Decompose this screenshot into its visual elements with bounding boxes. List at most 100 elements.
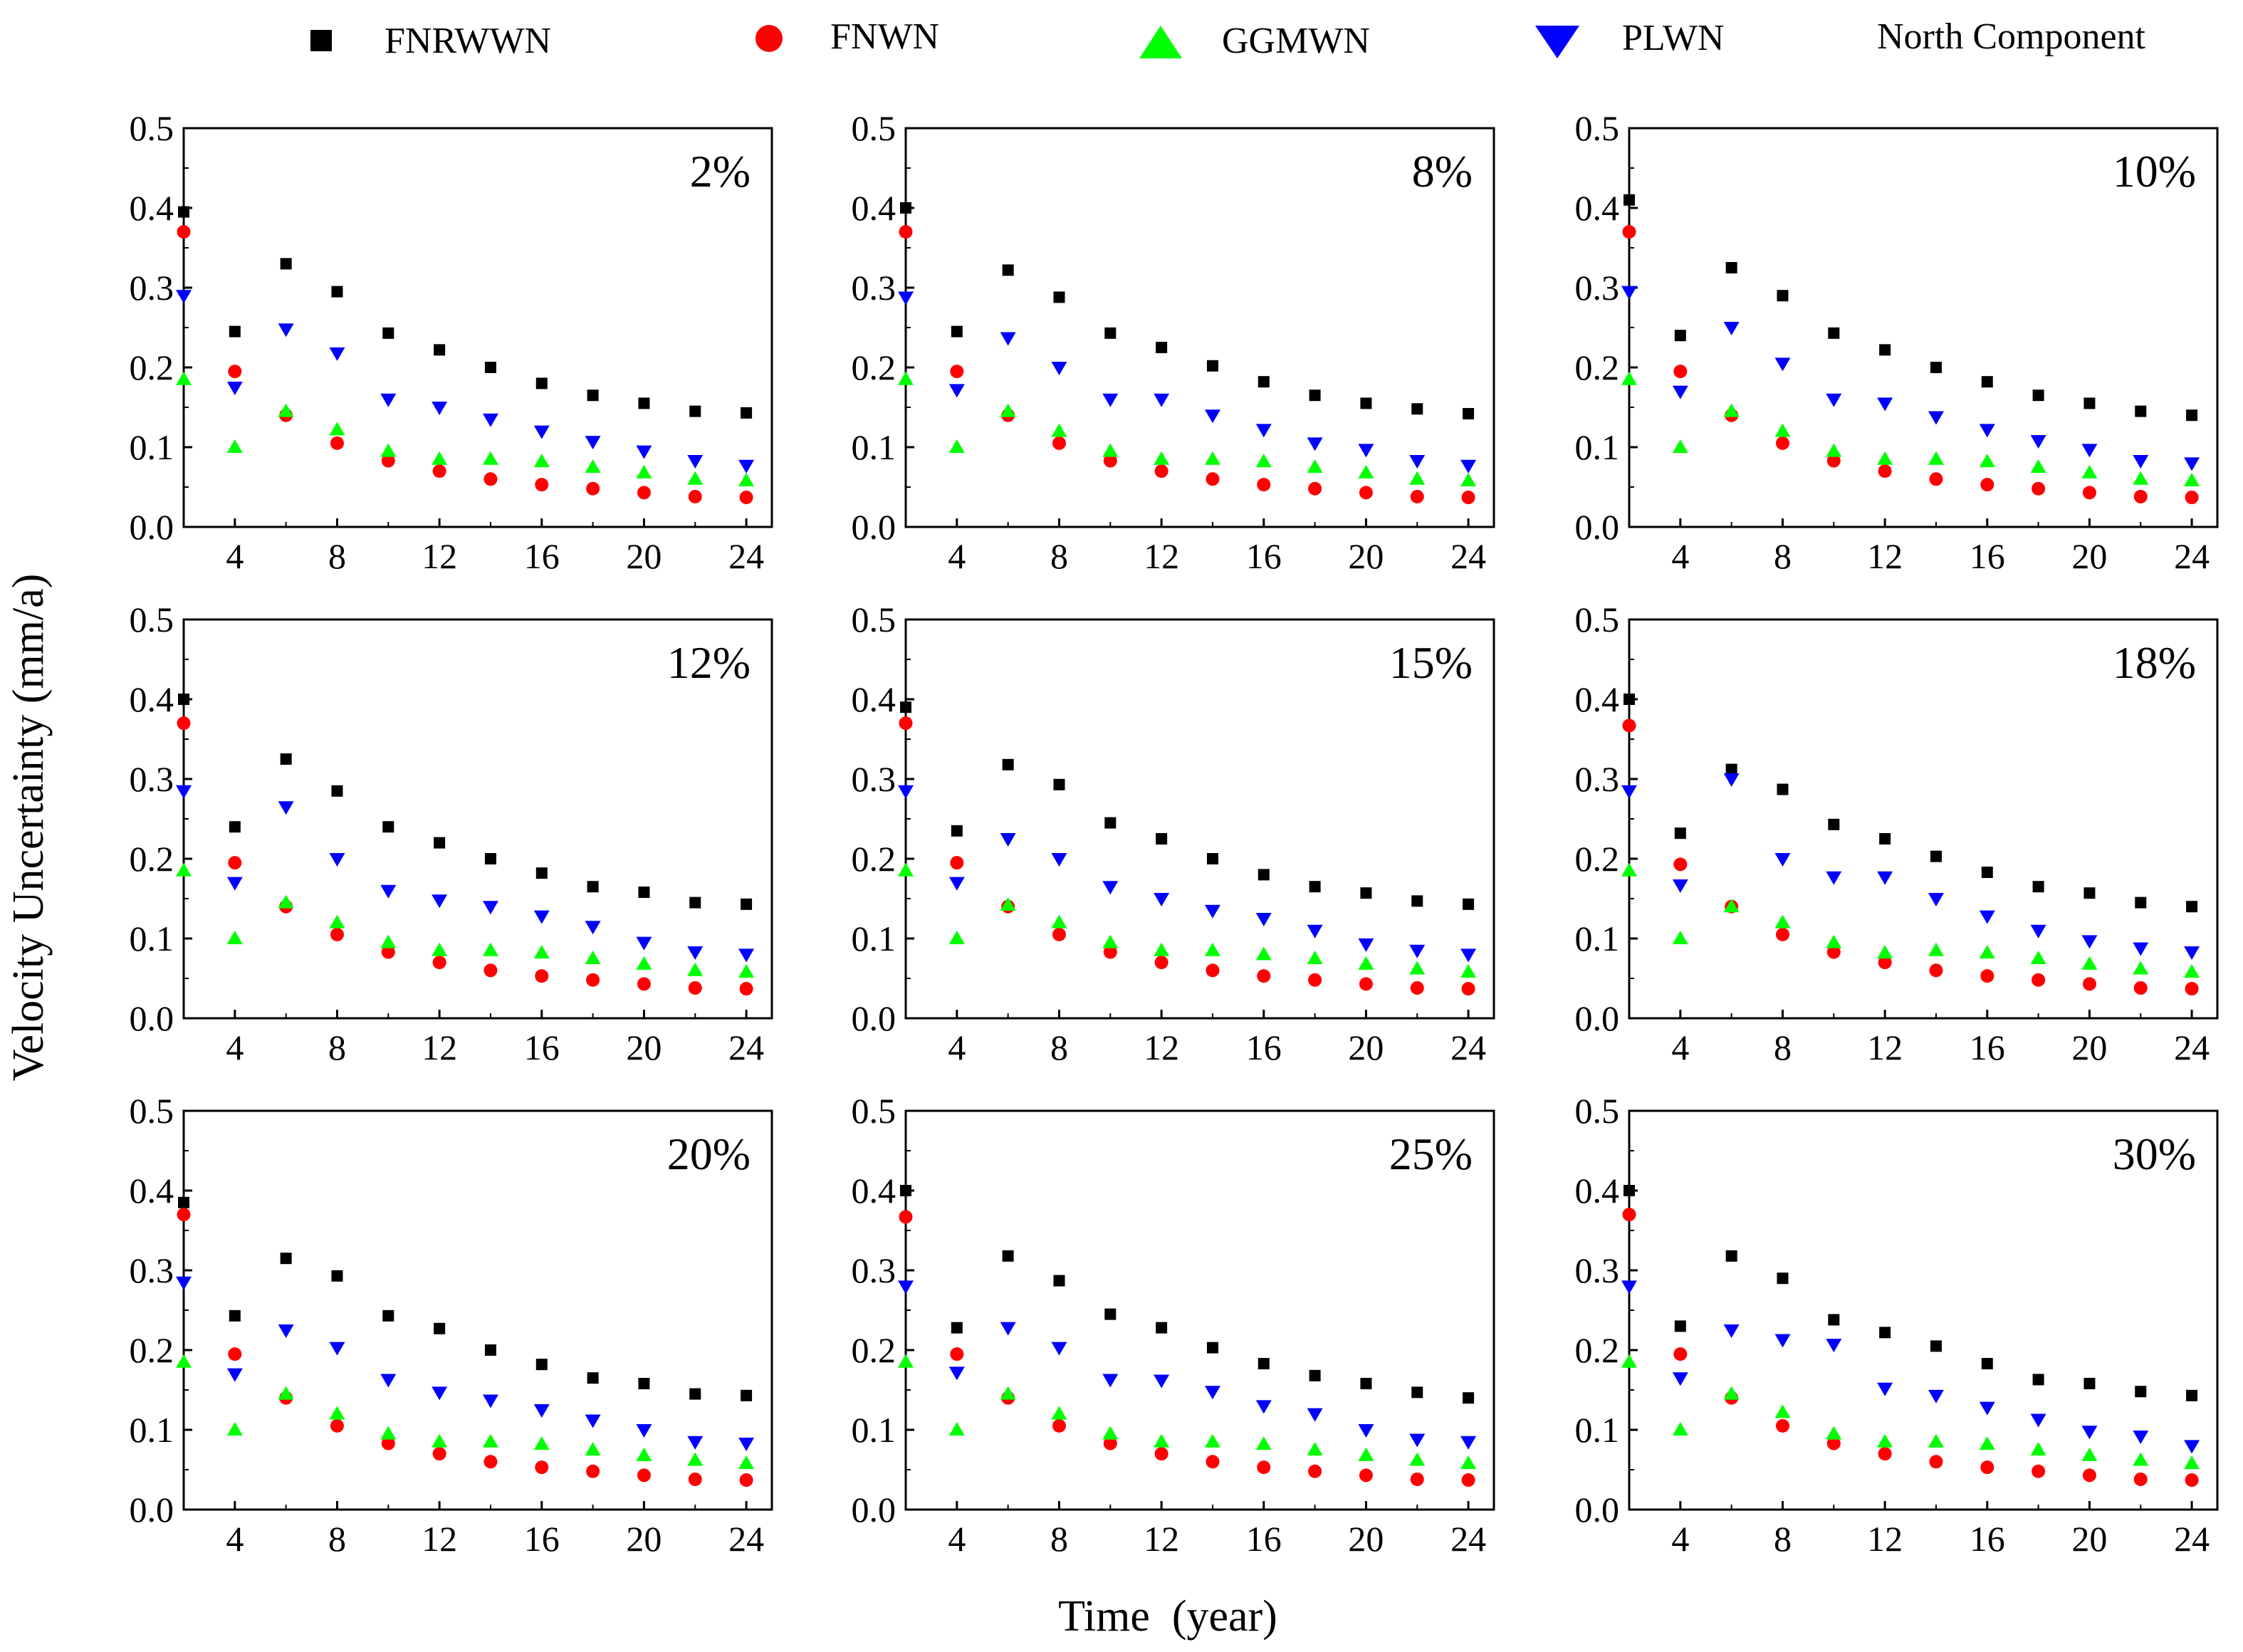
- y-tick-label: 0.2: [852, 839, 896, 879]
- y-tick-label: 0.0: [1575, 1490, 1620, 1530]
- x-tick-label: 24: [2174, 536, 2210, 576]
- x-tick-label: 24: [2174, 1028, 2210, 1067]
- data-point-fnwn: [2032, 481, 2046, 496]
- data-point-ggmwn: [329, 914, 345, 929]
- data-point-fnwn: [177, 1208, 191, 1222]
- data-point-ggmwn: [2081, 1447, 2098, 1461]
- data-point-ggmwn: [432, 1433, 448, 1448]
- data-point-fnrwwn: [951, 1322, 963, 1334]
- x-tick-label: 4: [1671, 536, 1689, 576]
- data-point-fnrwwn: [1463, 898, 1475, 910]
- data-point-ggmwn: [2081, 464, 2098, 479]
- data-point-fnwn: [1622, 225, 1636, 239]
- data-point-ggmwn: [687, 962, 704, 976]
- data-point-fnrwwn: [434, 1322, 446, 1334]
- data-point-fnrwwn: [1981, 867, 1993, 879]
- x-tick-label: 4: [226, 536, 244, 576]
- data-point-fnwn: [483, 1455, 498, 1469]
- data-point-fnrwwn: [1411, 1386, 1423, 1399]
- data-point-plwn: [687, 1436, 704, 1450]
- data-point-plwn: [176, 290, 192, 304]
- data-point-fnrwwn: [535, 377, 548, 390]
- data-point-plwn: [1102, 1374, 1119, 1388]
- data-point-fnrwwn: [1463, 1392, 1475, 1404]
- x-tick-label: 20: [2071, 1519, 2107, 1559]
- panel-label: 15%: [1389, 637, 1473, 688]
- data-point-fnrwwn: [2186, 409, 2198, 422]
- data-point-fnwn: [1929, 472, 1943, 486]
- data-point-plwn: [1255, 913, 1272, 926]
- data-point-plwn: [2133, 942, 2149, 956]
- y-tick-label: 0.2: [130, 1330, 174, 1370]
- data-point-plwn: [1928, 893, 1944, 906]
- data-point-ggmwn: [1723, 1386, 1740, 1400]
- x-tick-label: 4: [226, 1519, 244, 1559]
- data-point-fnwn: [1461, 982, 1475, 996]
- data-point-ggmwn: [2081, 956, 2098, 970]
- data-point-fnrwwn: [178, 1196, 189, 1208]
- data-point-ggmwn: [1774, 914, 1791, 929]
- x-axis-title: Time (year): [1058, 1592, 1277, 1641]
- data-point-plwn: [1000, 833, 1016, 847]
- x-tick-label: 20: [2071, 536, 2107, 576]
- data-point-fnwn: [1980, 1460, 1994, 1475]
- data-point-ggmwn: [585, 1442, 601, 1455]
- data-point-fnwn: [1206, 472, 1220, 486]
- data-point-fnwn: [1052, 927, 1066, 941]
- x-tick-label: 8: [1774, 1028, 1792, 1067]
- data-point-ggmwn: [278, 894, 294, 909]
- x-tick-label: 12: [1144, 1519, 1179, 1559]
- x-tick-label: 8: [328, 1519, 346, 1559]
- data-point-fnwn: [950, 1347, 964, 1361]
- data-point-fnrwwn: [2083, 1378, 2096, 1390]
- data-point-fnrwwn: [331, 286, 343, 298]
- data-point-fnrwwn: [587, 1372, 599, 1384]
- data-point-plwn: [482, 1394, 498, 1408]
- panel-8-: 0.0 0.1 0.2 0.3 0.4 0.5 4 8 12 16 20 24 8%: [852, 108, 1495, 576]
- data-point-fnwn: [1622, 718, 1636, 733]
- legend-label-fnwn: FNWN: [830, 16, 939, 57]
- data-point-plwn: [1051, 1342, 1067, 1356]
- data-point-fnwn: [1673, 857, 1688, 872]
- data-point-fnrwwn: [1053, 291, 1065, 303]
- data-point-ggmwn: [1154, 451, 1170, 465]
- data-point-ggmwn: [1051, 423, 1067, 437]
- data-point-plwn: [1928, 1389, 1944, 1403]
- panels: 0.00.10.20.30.40.54 8 12 16 20 242%0.00.10.20…: [130, 108, 2219, 1559]
- data-point-ggmwn: [1307, 1442, 1323, 1455]
- data-point-fnwn: [1154, 464, 1168, 479]
- y-tick-label: 0.5: [852, 108, 896, 148]
- data-point-plwn: [1928, 411, 1944, 425]
- x-tick-label: 8: [1050, 1028, 1068, 1067]
- y-tick-label: 0.1: [852, 427, 896, 467]
- data-point-plwn: [1000, 1322, 1016, 1336]
- data-point-ggmwn: [2030, 951, 2046, 964]
- data-point-ggmwn: [278, 1386, 294, 1400]
- data-point-plwn: [1255, 1400, 1272, 1414]
- x-tick-label: 16: [1970, 536, 2005, 576]
- y-tick-label: 0.2: [130, 347, 174, 387]
- legend-label-plwn: PLWN: [1622, 18, 1724, 58]
- data-point-ggmwn: [432, 942, 448, 956]
- data-point-fnrwwn: [1828, 1314, 1840, 1326]
- data-point-plwn: [226, 877, 243, 891]
- data-point-fnwn: [2185, 982, 2199, 996]
- data-point-plwn: [380, 1374, 397, 1388]
- data-point-plwn: [329, 1342, 345, 1356]
- data-point-ggmwn: [1000, 896, 1016, 911]
- data-point-fnwn: [1826, 945, 1841, 959]
- data-point-fnrwwn: [178, 694, 189, 705]
- data-point-plwn: [738, 1438, 755, 1452]
- data-point-ggmwn: [1204, 451, 1220, 465]
- x-tick-label: 4: [226, 1028, 244, 1067]
- data-point-plwn: [1621, 785, 1637, 799]
- data-point-fnrwwn: [1411, 895, 1423, 907]
- data-point-ggmwn: [1877, 945, 1893, 959]
- data-point-fnwn: [1359, 486, 1373, 500]
- panel-10-: 0.0 0.1 0.2 0.3 0.4 0.5 4 8 12 16 20 24 10%: [1575, 108, 2219, 576]
- data-point-fnrwwn: [951, 325, 963, 338]
- data-point-fnrwwn: [229, 1309, 241, 1322]
- data-point-fnwn: [1826, 454, 1841, 468]
- data-point-plwn: [2081, 1426, 2098, 1440]
- legend-marker-plwn: [1535, 26, 1579, 58]
